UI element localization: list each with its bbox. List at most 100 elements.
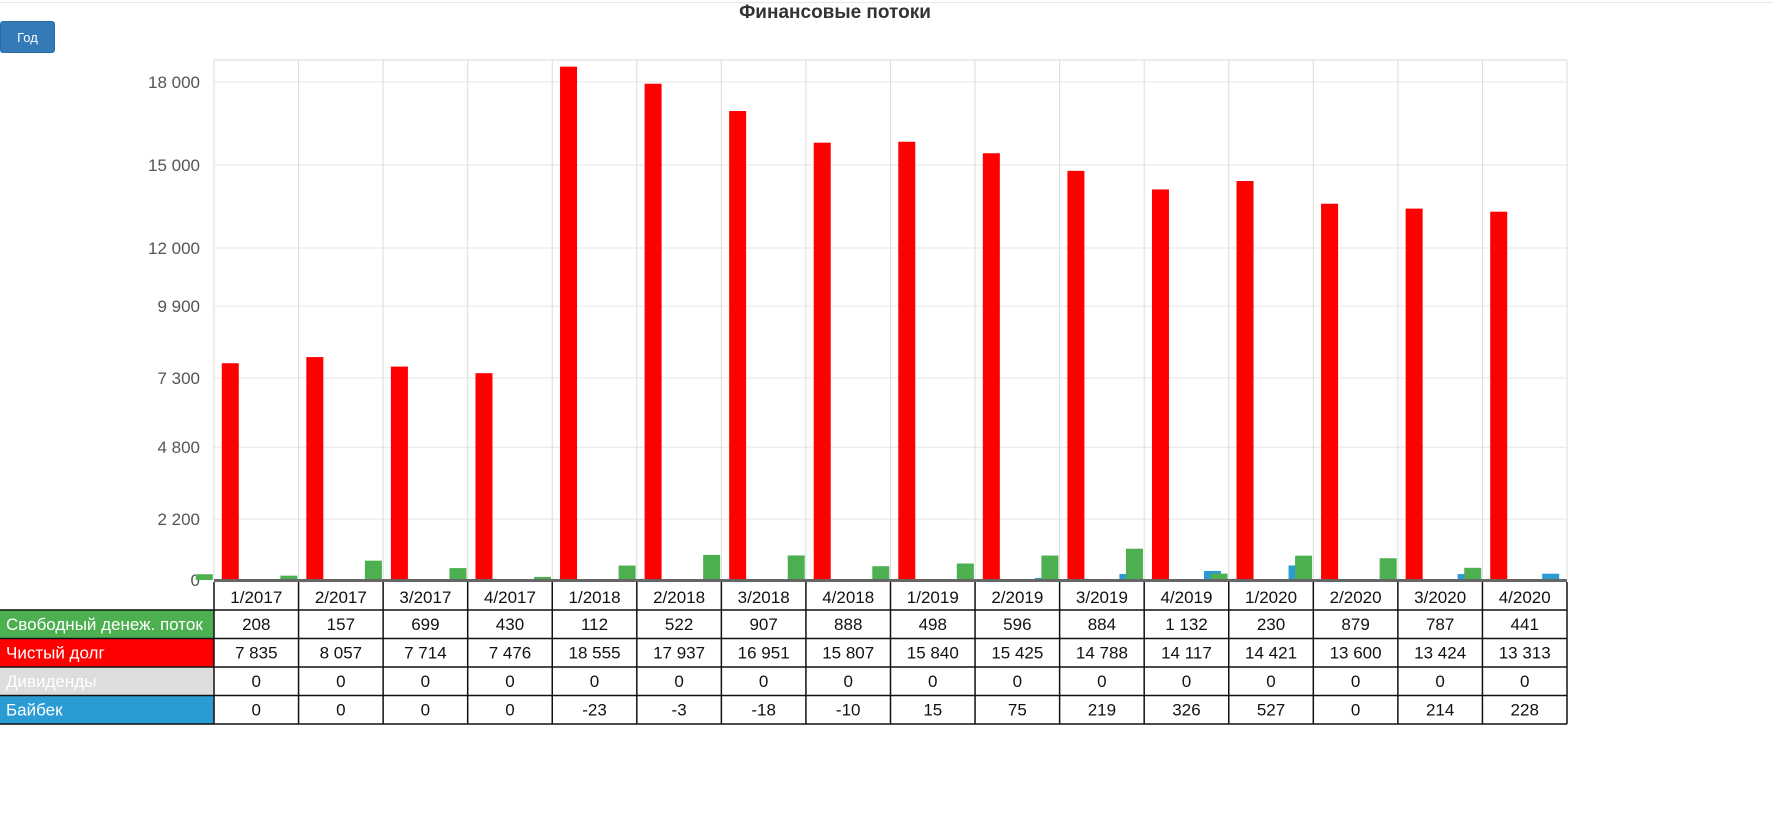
table-cell-value: 18 555 bbox=[569, 644, 621, 663]
table-cell-value: 157 bbox=[327, 615, 355, 634]
bar-net-debt bbox=[1151, 189, 1169, 580]
table-cell-value: 787 bbox=[1426, 615, 1454, 634]
y-tick-label: 7 300 bbox=[157, 369, 200, 388]
table-cell-value: 0 bbox=[505, 701, 514, 720]
table-cell-value: 0 bbox=[674, 672, 683, 691]
category-label: 2/2019 bbox=[991, 588, 1043, 607]
table-cell-value: 0 bbox=[843, 672, 852, 691]
table-cell-value: 0 bbox=[928, 672, 937, 691]
category-label: 1/2020 bbox=[1245, 588, 1297, 607]
y-tick-label: 12 000 bbox=[148, 239, 200, 258]
table-cell-value: 0 bbox=[590, 672, 599, 691]
table-cell-value: -10 bbox=[836, 701, 861, 720]
x-axis-baseline bbox=[214, 579, 1567, 582]
table-cell-value: 230 bbox=[1257, 615, 1285, 634]
category-label: 4/2017 bbox=[484, 588, 536, 607]
table-cell-value: -18 bbox=[751, 701, 776, 720]
table-cell-value: 441 bbox=[1511, 615, 1539, 634]
bars bbox=[195, 66, 1567, 582]
bar-free-cash-flow bbox=[1295, 555, 1313, 580]
bar-free-cash-flow bbox=[1125, 548, 1143, 580]
bar-free-cash-flow bbox=[872, 566, 890, 580]
y-tick-label: 2 200 bbox=[157, 510, 200, 529]
bar-free-cash-flow bbox=[1210, 573, 1228, 580]
table-cell-value: 0 bbox=[1520, 672, 1529, 691]
bar-free-cash-flow bbox=[1379, 558, 1397, 580]
table-cell-value: 112 bbox=[581, 615, 608, 634]
table-cell-value: 0 bbox=[1351, 672, 1360, 691]
category-label: 1/2017 bbox=[230, 588, 282, 607]
table-cell-value: 14 117 bbox=[1161, 644, 1212, 663]
bar-free-cash-flow bbox=[534, 576, 552, 580]
table-cell-value: 15 425 bbox=[991, 644, 1043, 663]
category-label: 1/2019 bbox=[907, 588, 959, 607]
table-cell-value: 7 476 bbox=[489, 644, 532, 663]
category-label: 4/2019 bbox=[1160, 588, 1212, 607]
table-cell-value: 16 951 bbox=[738, 644, 790, 663]
table-cell-value: 522 bbox=[665, 615, 693, 634]
data-table: 1/2017 2/2017 3/2017 4/2017 1/2018 2/2018 3/20… bbox=[0, 582, 1568, 725]
bar-free-cash-flow bbox=[703, 554, 721, 580]
category-label: 2/2018 bbox=[653, 588, 705, 607]
table-cell-value: 596 bbox=[1003, 615, 1031, 634]
legend-label: Чистый долг bbox=[6, 644, 105, 663]
bar-net-debt bbox=[1321, 203, 1339, 580]
bar-net-debt bbox=[475, 373, 493, 580]
bar-net-debt bbox=[982, 153, 1000, 580]
table-cell-value: 0 bbox=[1266, 672, 1275, 691]
table-cell-value: 15 807 bbox=[822, 644, 874, 663]
category-label: 4/2018 bbox=[822, 588, 874, 607]
bar-net-debt bbox=[306, 357, 324, 580]
table-cell-value: 430 bbox=[496, 615, 524, 634]
table-cell-value: 907 bbox=[749, 615, 777, 634]
table-cell-value: 219 bbox=[1088, 701, 1116, 720]
table-cell-value: 14 788 bbox=[1076, 644, 1128, 663]
bar-net-debt bbox=[221, 363, 239, 580]
table-cell-value: 0 bbox=[421, 701, 430, 720]
category-label: 3/2017 bbox=[399, 588, 451, 607]
table-cell-value: 0 bbox=[1013, 672, 1022, 691]
category-label: 3/2019 bbox=[1076, 588, 1128, 607]
bar-free-cash-flow bbox=[280, 575, 298, 580]
bar-free-cash-flow bbox=[195, 574, 213, 580]
table-cell-value: 7 835 bbox=[235, 644, 278, 663]
y-tick-label: 9 900 bbox=[157, 297, 200, 316]
table-cell-value: 0 bbox=[336, 701, 345, 720]
table-cell-value: 15 840 bbox=[907, 644, 959, 663]
legend-label: Байбек bbox=[6, 701, 63, 720]
bar-free-cash-flow bbox=[787, 555, 805, 580]
y-tick-label: 15 000 bbox=[148, 156, 200, 175]
bar-free-cash-flow bbox=[1041, 555, 1059, 580]
y-axis: 0 2 200 4 800 7 300 9 900 12 000 15 000 18 000 bbox=[148, 73, 200, 590]
bar-free-cash-flow bbox=[1464, 567, 1482, 580]
bar-net-debt bbox=[813, 142, 831, 580]
bar-net-debt bbox=[644, 83, 662, 581]
table-cell-value: 0 bbox=[1097, 672, 1106, 691]
table-cell-value: 1 132 bbox=[1165, 615, 1208, 634]
category-label: 4/2020 bbox=[1499, 588, 1551, 607]
chart-title: Финансовые потоки bbox=[739, 2, 931, 23]
table-cell-value: 0 bbox=[336, 672, 345, 691]
table-cell-value: -23 bbox=[582, 701, 607, 720]
table-cell-value: -3 bbox=[672, 701, 687, 720]
legend-swatch-dividends bbox=[0, 667, 214, 696]
table-cell-value: 888 bbox=[834, 615, 862, 634]
category-label: 3/2018 bbox=[738, 588, 790, 607]
table-cell-value: 7 714 bbox=[404, 644, 447, 663]
table-cell-value: 0 bbox=[505, 672, 514, 691]
y-tick-label: 18 000 bbox=[148, 73, 200, 92]
table-cell-value: 498 bbox=[919, 615, 947, 634]
table-cell-value: 879 bbox=[1341, 615, 1369, 634]
table-cell-value: 0 bbox=[252, 701, 261, 720]
table-cell-value: 0 bbox=[1351, 701, 1360, 720]
year-period-button[interactable]: Год bbox=[0, 21, 55, 53]
table-cell-value: 0 bbox=[421, 672, 430, 691]
grid bbox=[213, 59, 1568, 580]
table-cell-value: 15 bbox=[923, 701, 942, 720]
bar-free-cash-flow bbox=[956, 563, 974, 580]
legend-swatch-net-debt bbox=[0, 638, 214, 667]
legend-label: Свободный денеж. поток bbox=[6, 615, 203, 634]
bar-net-debt bbox=[560, 66, 578, 580]
y-tick-label: 0 bbox=[191, 571, 200, 590]
